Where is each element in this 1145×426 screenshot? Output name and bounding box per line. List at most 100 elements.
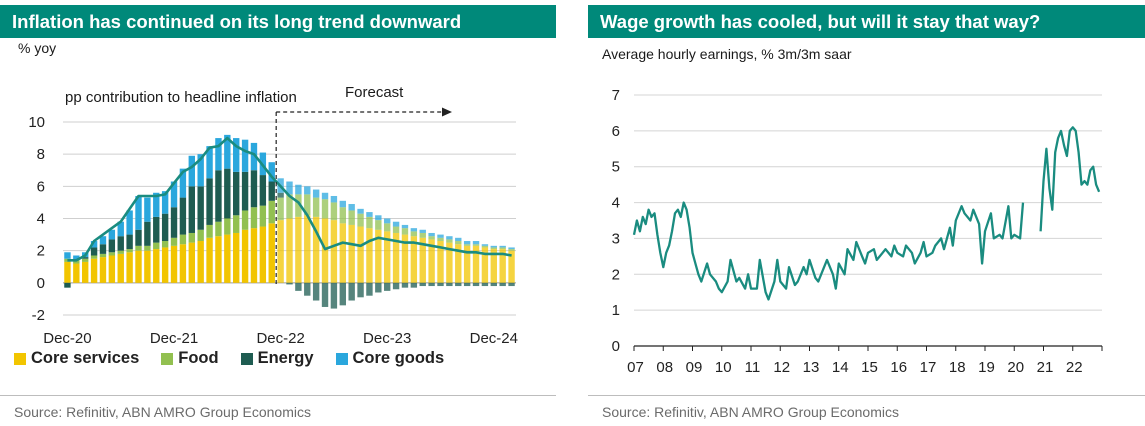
bar-segment-core-goods	[375, 215, 382, 221]
bar-segment-core-services	[410, 236, 418, 283]
x-tick-label: 13	[803, 359, 820, 376]
bar-segment-food	[153, 242, 160, 250]
bar-segment-food	[481, 245, 489, 248]
bar-segment-core-goods	[268, 162, 275, 182]
annotation-forecast: Forecast	[345, 84, 404, 101]
bar-segment-core-goods	[446, 236, 453, 240]
bar-segment-core-goods	[312, 189, 320, 198]
bar-segment-food	[339, 207, 346, 224]
bar-segment-energy	[446, 282, 453, 287]
bar-segment-energy	[153, 216, 160, 243]
y-tick-label: 0	[612, 338, 620, 355]
bar-segment-food	[330, 202, 338, 221]
bar-segment-energy	[90, 247, 98, 256]
bar-segment-energy	[268, 181, 275, 201]
inflation-legend: Core services Food Energy Core goods	[14, 349, 466, 368]
legend-swatch-core-services	[14, 352, 26, 365]
y-tick-label: 5	[612, 159, 620, 176]
bar-segment-core-goods	[428, 232, 435, 237]
x-tick-label: Dec-24	[470, 330, 518, 347]
inflation-chart: -2 0 2 4 6 8 10 Dec-20 Dec-21 Dec-22 Dec-23 Dec-24 p…	[28, 84, 518, 347]
bar-segment-energy	[197, 186, 204, 230]
bar-segment-food	[233, 215, 240, 233]
bar-segment-core-goods	[215, 138, 222, 171]
bar-segment-core-services	[99, 257, 107, 283]
inflation-chart-title: Inflation has continued on its long tren…	[0, 5, 556, 38]
bar-segment-energy	[161, 213, 169, 242]
annotation-pp-contribution: pp contribution to headline inflation	[65, 89, 297, 106]
bar-segment-energy	[499, 282, 506, 287]
bar-segment-core-goods	[339, 200, 346, 208]
bar-segment-energy	[375, 282, 382, 293]
bar-segment-food	[463, 244, 471, 246]
x-tick-label: 14	[832, 359, 849, 376]
bar-segment-food	[224, 218, 231, 235]
bar-segment-core-goods	[304, 186, 311, 195]
bar-segment-core-services	[197, 241, 204, 283]
x-tick-label: 12	[773, 359, 790, 376]
bar-segment-core-goods	[108, 229, 116, 240]
bar-segment-energy	[233, 171, 240, 216]
wage-unit-label: Average hourly earnings, % 3m/3m saar	[602, 46, 852, 62]
bar-segment-core-goods	[135, 195, 142, 230]
bar-segment-core-services	[312, 216, 320, 283]
bar-segment-energy	[135, 229, 142, 246]
bar-segment-food	[375, 220, 382, 230]
bar-segment-core-goods	[161, 191, 169, 214]
bar-segment-energy	[419, 282, 426, 287]
bar-segment-energy	[348, 282, 355, 301]
bar-segment-food	[188, 232, 195, 243]
bar-segment-core-services	[455, 244, 462, 283]
bar-segment-core-goods	[348, 204, 355, 211]
bar-segment-core-services	[206, 237, 213, 283]
forecast-arrowhead	[442, 107, 452, 117]
bar-segment-core-goods	[384, 218, 391, 224]
y-tick-label: 10	[28, 114, 45, 131]
bar-segment-energy	[428, 282, 435, 287]
bar-segment-core-services	[375, 229, 382, 283]
inflation-source: Source: Refinitiv, ABN AMRO Group Econom…	[14, 404, 311, 420]
y-tick-label: 3	[612, 230, 620, 247]
bar-segment-core-goods	[463, 241, 471, 245]
bar-segment-core-services	[108, 255, 116, 283]
bar-segment-energy	[286, 282, 293, 285]
legend-label-energy: Energy	[257, 349, 314, 367]
bar-segment-core-services	[384, 231, 391, 283]
x-tick-label: 11	[745, 359, 761, 376]
legend-item-energy: Energy	[240, 349, 314, 368]
bar-segment-food	[179, 234, 187, 245]
x-tick-label: 19	[978, 359, 995, 376]
bar-segment-food	[446, 239, 453, 243]
y-tick-label: 4	[37, 211, 45, 228]
bar-segment-core-goods	[392, 221, 400, 227]
bar-segment-food	[304, 194, 311, 216]
bar-segment-energy	[304, 282, 311, 296]
bar-segment-core-services	[419, 237, 426, 283]
bar-segment-food	[82, 258, 89, 262]
bar-segment-food	[135, 245, 142, 251]
bar-segment-energy	[108, 239, 116, 253]
bar-segment-food	[508, 249, 515, 251]
bar-segment-core-goods	[224, 134, 231, 169]
bar-segment-core-services	[170, 245, 178, 283]
bar-segment-food	[277, 197, 284, 221]
bar-segment-food	[384, 223, 391, 232]
bar-segment-core-goods	[401, 224, 409, 229]
bar-segment-core-services	[446, 242, 453, 283]
bar-segment-core-goods	[410, 228, 418, 232]
bar-segment-core-services	[330, 220, 338, 283]
bar-segment-energy	[366, 282, 373, 296]
y-tick-label: 8	[37, 146, 45, 163]
bar-segment-energy	[64, 282, 71, 288]
bar-segment-core-goods	[188, 155, 195, 187]
bar-segment-core-goods	[126, 210, 133, 235]
bar-segment-core-services	[472, 245, 480, 283]
bar-segment-core-services	[490, 249, 497, 283]
bar-segment-energy	[463, 282, 471, 287]
bar-segment-core-services	[499, 249, 506, 283]
bar-segment-core-services	[82, 261, 89, 283]
bar-segment-core-services	[463, 245, 471, 283]
inflation-panel: Inflation has continued on its long tren…	[0, 0, 556, 426]
legend-label-food: Food	[178, 349, 219, 367]
